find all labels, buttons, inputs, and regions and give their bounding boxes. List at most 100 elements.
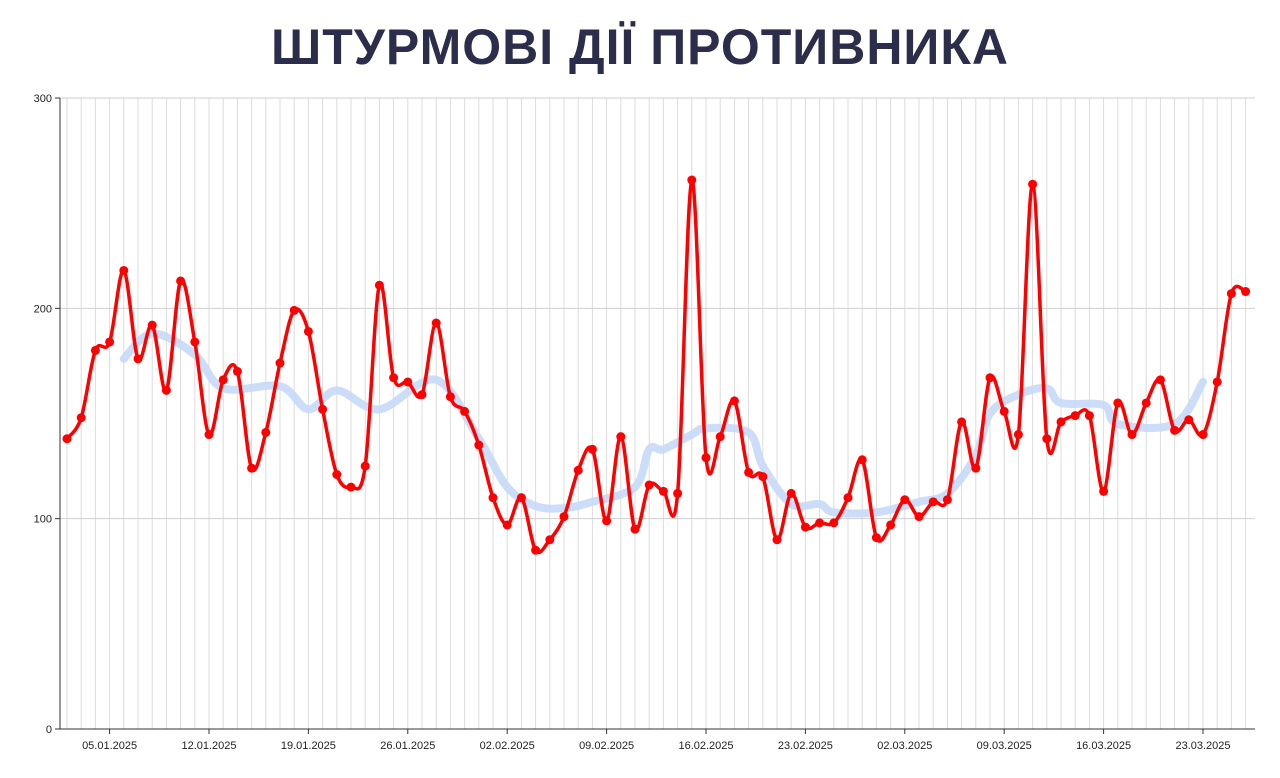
data-point [204,430,214,440]
daily-line [65,178,1247,555]
data-point [360,461,370,471]
data-point [488,493,498,503]
data-point [105,337,115,347]
data-point [346,482,356,492]
data-point [1113,398,1123,408]
x-tick-label: 23.03.2025 [1175,740,1230,752]
data-point [275,358,285,368]
data-point [701,453,711,463]
data-point [658,486,668,496]
data-point [886,520,896,530]
data-point [673,488,683,498]
data-point [1226,289,1236,299]
data-point [957,417,967,427]
data-point [161,385,171,395]
data-point [176,276,186,286]
y-tick-label: 100 [34,514,52,526]
data-point [715,432,725,442]
data-point [474,440,484,450]
x-tick-label: 05.01.2025 [82,740,137,752]
data-point [971,463,981,473]
data-point [1127,430,1137,440]
data-point [1056,417,1066,427]
data-point [1170,425,1180,435]
data-point [630,524,640,534]
data-point [190,337,200,347]
data-point [1198,430,1208,440]
data-point [147,320,157,330]
data-point [332,469,342,479]
data-point [928,497,938,507]
data-point [772,535,782,545]
data-point [1099,486,1109,496]
data-point [289,305,299,315]
data-point [1070,411,1080,421]
data-point [1013,430,1023,440]
data-point [545,535,555,545]
data-point [1084,411,1094,421]
data-point [90,345,100,355]
data-point [871,533,881,543]
data-point [616,432,626,442]
x-tick-label: 16.02.2025 [678,740,733,752]
data-point [999,406,1009,416]
x-tick-label: 23.02.2025 [778,740,833,752]
data-point [1155,375,1165,385]
data-point [247,463,257,473]
data-point [232,366,242,376]
data-point [900,495,910,505]
data-point [573,465,583,475]
y-tick-label: 300 [34,93,52,105]
data-point [644,480,654,490]
data-point [431,318,441,328]
data-point [942,495,952,505]
data-point [445,392,455,402]
data-point [758,472,768,482]
data-point [786,488,796,498]
data-point [857,455,867,465]
x-tick-label: 02.02.2025 [480,740,535,752]
data-point [829,518,839,528]
chart-title: ШТУРМОВІ ДІЇ ПРОТИВНИКА [271,19,1009,75]
data-point [460,406,470,416]
data-point [800,522,810,532]
data-point [729,396,739,406]
data-point [587,444,597,454]
x-tick-label: 12.01.2025 [181,740,236,752]
data-point [843,493,853,503]
data-point [502,520,512,530]
x-tick-label: 16.03.2025 [1076,740,1131,752]
data-point [133,354,143,364]
data-point [389,373,399,383]
x-tick-label: 19.01.2025 [281,740,336,752]
data-point [76,413,86,423]
data-point [62,434,72,444]
data-point [1212,377,1222,387]
x-tick-label: 26.01.2025 [380,740,435,752]
x-tick-label: 02.03.2025 [877,740,932,752]
data-point [1184,415,1194,425]
data-point [516,493,526,503]
data-point [119,265,129,275]
data-point [602,516,612,526]
data-point [261,427,271,437]
data-point [218,375,228,385]
data-point [687,175,697,185]
data-point [815,518,825,528]
data-point [1141,398,1151,408]
y-tick-label: 200 [34,303,52,315]
data-point [374,280,384,290]
data-point [1028,179,1038,189]
data-point [559,512,569,522]
x-tick-label: 09.03.2025 [977,740,1032,752]
data-point [318,404,328,414]
data-point [744,467,754,477]
data-point [1241,287,1251,297]
data-point [985,373,995,383]
data-point [1042,434,1052,444]
y-tick-label: 0 [46,724,52,736]
data-point [303,326,313,336]
data-point [403,377,413,387]
x-tick-label: 09.02.2025 [579,740,634,752]
